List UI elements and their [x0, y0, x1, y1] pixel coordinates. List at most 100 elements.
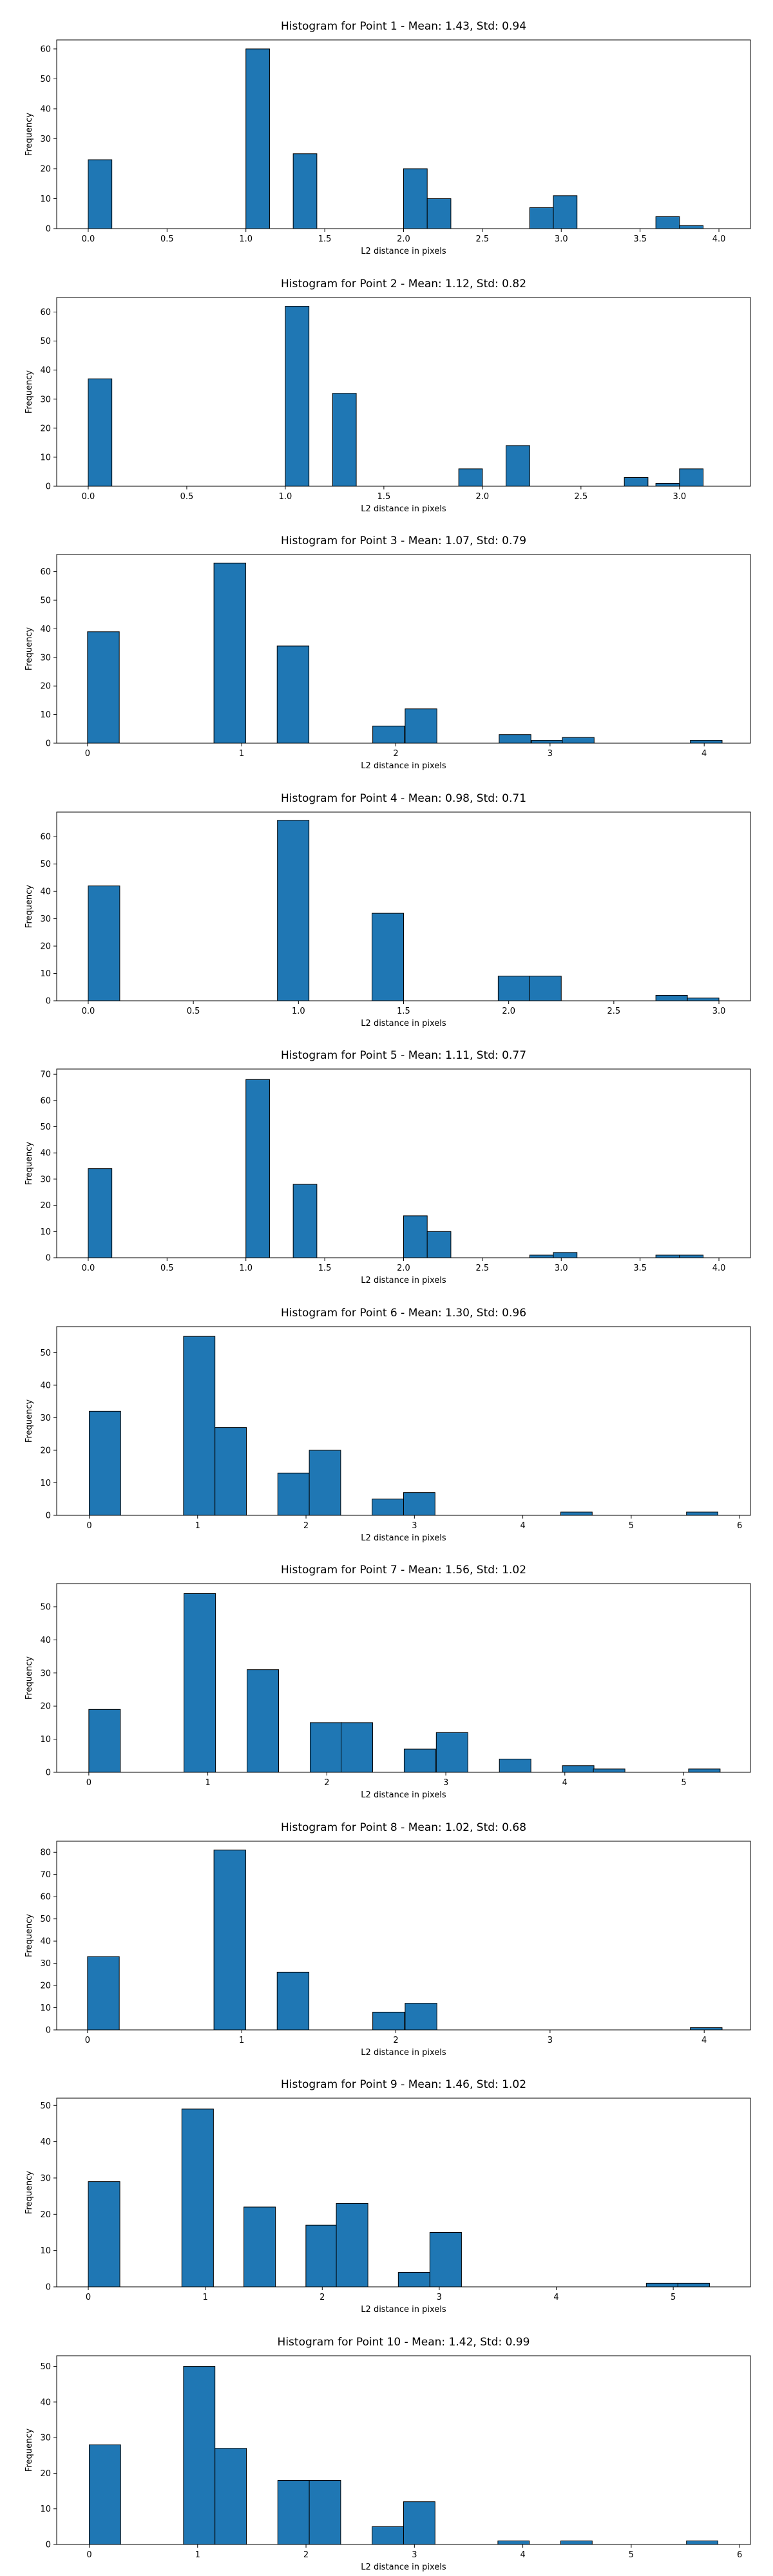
- y-tick-label: 20: [40, 1702, 51, 1712]
- histogram-bar: [88, 1709, 121, 1773]
- histogram-bar: [213, 562, 246, 744]
- histogram-bar: [655, 482, 680, 487]
- x-tick-label: 0.5: [180, 492, 194, 502]
- y-axis-label: Frequency: [24, 1913, 34, 1956]
- x-tick-label: 2.5: [607, 1007, 621, 1016]
- y-tick-label: 10: [40, 453, 51, 462]
- y-tick-label: 10: [40, 1478, 51, 1488]
- x-tick-label: 2: [393, 2036, 398, 2045]
- histogram-bar: [403, 168, 428, 229]
- x-axis-label: L2 distance in pixels: [361, 1276, 446, 1285]
- x-tick-label: 5: [671, 2293, 676, 2302]
- x-tick-label: 1: [195, 1521, 200, 1531]
- y-tick-label: 40: [40, 1937, 51, 1946]
- histogram-bar: [285, 305, 310, 487]
- y-axis-label: Frequency: [24, 113, 34, 156]
- histogram-bar: [183, 1336, 216, 1515]
- x-tick-label: 0.0: [82, 492, 95, 502]
- x-tick-label: 2: [303, 2550, 309, 2560]
- plot-frame: [56, 1326, 751, 1515]
- histogram-bar: [184, 1593, 216, 1773]
- y-tick-label: 30: [40, 135, 51, 144]
- x-tick-label: 2.0: [397, 1264, 410, 1273]
- x-tick-label: 4.0: [712, 234, 726, 244]
- histogram-bar: [276, 645, 310, 744]
- histogram-chart: Histogram for Point 8 - Mean: 1.02, Std:…: [24, 1821, 751, 2058]
- histogram-bar: [372, 2011, 405, 2030]
- x-tick-label: 2.0: [502, 1007, 515, 1016]
- y-tick-label: 0: [46, 225, 51, 234]
- x-tick-label: 0: [86, 1521, 91, 1531]
- x-tick-label: 2.5: [476, 1264, 490, 1273]
- histogram-bar: [277, 1472, 310, 1515]
- y-tick-label: 50: [40, 1915, 51, 1924]
- histogram-panel: Histogram for Point 5 - Mean: 1.11, Std:…: [0, 1030, 773, 1285]
- x-tick-label: 1: [203, 2293, 208, 2302]
- x-tick-label: 1.0: [279, 492, 292, 502]
- y-tick-label: 40: [40, 2398, 51, 2407]
- histogram-bar: [183, 2365, 216, 2545]
- chart-title: Histogram for Point 6 - Mean: 1.30, Std:…: [281, 1307, 526, 1320]
- histogram-bar: [529, 975, 562, 1001]
- histogram-bar: [88, 1410, 121, 1515]
- histogram-bar: [341, 1722, 373, 1773]
- x-tick-label: 0.0: [82, 1264, 95, 1273]
- histogram-bar: [655, 1255, 680, 1258]
- histogram-chart: Histogram for Point 6 - Mean: 1.30, Std:…: [24, 1307, 751, 1543]
- y-tick-label: 0: [46, 1511, 51, 1520]
- y-tick-label: 50: [40, 596, 51, 606]
- histogram-bar: [553, 195, 578, 229]
- histogram-bar: [690, 2027, 723, 2031]
- y-tick-label: 30: [40, 2174, 51, 2183]
- histogram-bar: [245, 1079, 270, 1258]
- histogram-bar: [215, 2447, 247, 2544]
- y-tick-label: 30: [40, 1175, 51, 1184]
- y-tick-label: 10: [40, 1227, 51, 1237]
- y-tick-label: 60: [40, 567, 51, 577]
- x-tick-label: 2: [324, 1778, 329, 1788]
- histogram-bar: [593, 1768, 625, 1773]
- histogram-bar: [435, 1732, 468, 1773]
- chart-title: Histogram for Point 7 - Mean: 1.56, Std:…: [281, 1564, 526, 1577]
- y-tick-label: 60: [40, 1096, 51, 1106]
- x-tick-label: 5: [681, 1778, 686, 1788]
- y-tick-label: 50: [40, 2362, 51, 2372]
- histogram-bar: [277, 819, 310, 1001]
- histogram-bar: [247, 1669, 280, 1773]
- y-tick-label: 20: [40, 2210, 51, 2220]
- histogram-panel: Histogram for Point 1 - Mean: 1.43, Std:…: [0, 1, 773, 256]
- y-axis-label: Frequency: [24, 2428, 34, 2471]
- chart-title: Histogram for Point 10 - Mean: 1.42, Std…: [278, 2336, 530, 2349]
- y-tick-label: 0: [46, 2025, 51, 2035]
- histogram-bar: [181, 2108, 214, 2287]
- x-tick-label: 2: [320, 2293, 325, 2302]
- histogram-bar: [88, 2181, 120, 2287]
- x-tick-label: 4: [553, 2293, 558, 2302]
- histogram-bar: [497, 975, 530, 1001]
- histogram-chart: Histogram for Point 2 - Mean: 1.12, Std:…: [24, 278, 751, 514]
- y-tick-label: 10: [40, 1735, 51, 1745]
- chart-title: Histogram for Point 5 - Mean: 1.11, Std:…: [281, 1049, 526, 1062]
- histogram-bar: [292, 153, 318, 229]
- histogram-bar: [655, 994, 688, 1001]
- histogram-bar: [243, 2206, 276, 2287]
- x-tick-label: 2: [303, 1521, 309, 1531]
- x-tick-label: 6: [737, 1521, 742, 1531]
- histogram-bar: [88, 885, 120, 1001]
- y-tick-label: 20: [40, 1446, 51, 1455]
- y-tick-label: 40: [40, 1149, 51, 1159]
- plot-frame: [56, 1583, 751, 1773]
- histogram-bar: [87, 631, 120, 744]
- y-tick-label: 10: [40, 969, 51, 979]
- x-tick-label: 5: [629, 2550, 634, 2560]
- histogram-bar: [562, 1765, 595, 1773]
- histogram-bar: [506, 444, 530, 486]
- x-tick-label: 4: [562, 1778, 568, 1788]
- x-tick-label: 0.0: [82, 1007, 95, 1016]
- y-tick-label: 30: [40, 914, 51, 924]
- x-tick-label: 1: [239, 749, 244, 759]
- histogram-bar: [372, 725, 405, 744]
- histogram-bar: [372, 1498, 404, 1516]
- histogram-bar: [88, 159, 113, 229]
- y-axis-label: Frequency: [24, 627, 34, 670]
